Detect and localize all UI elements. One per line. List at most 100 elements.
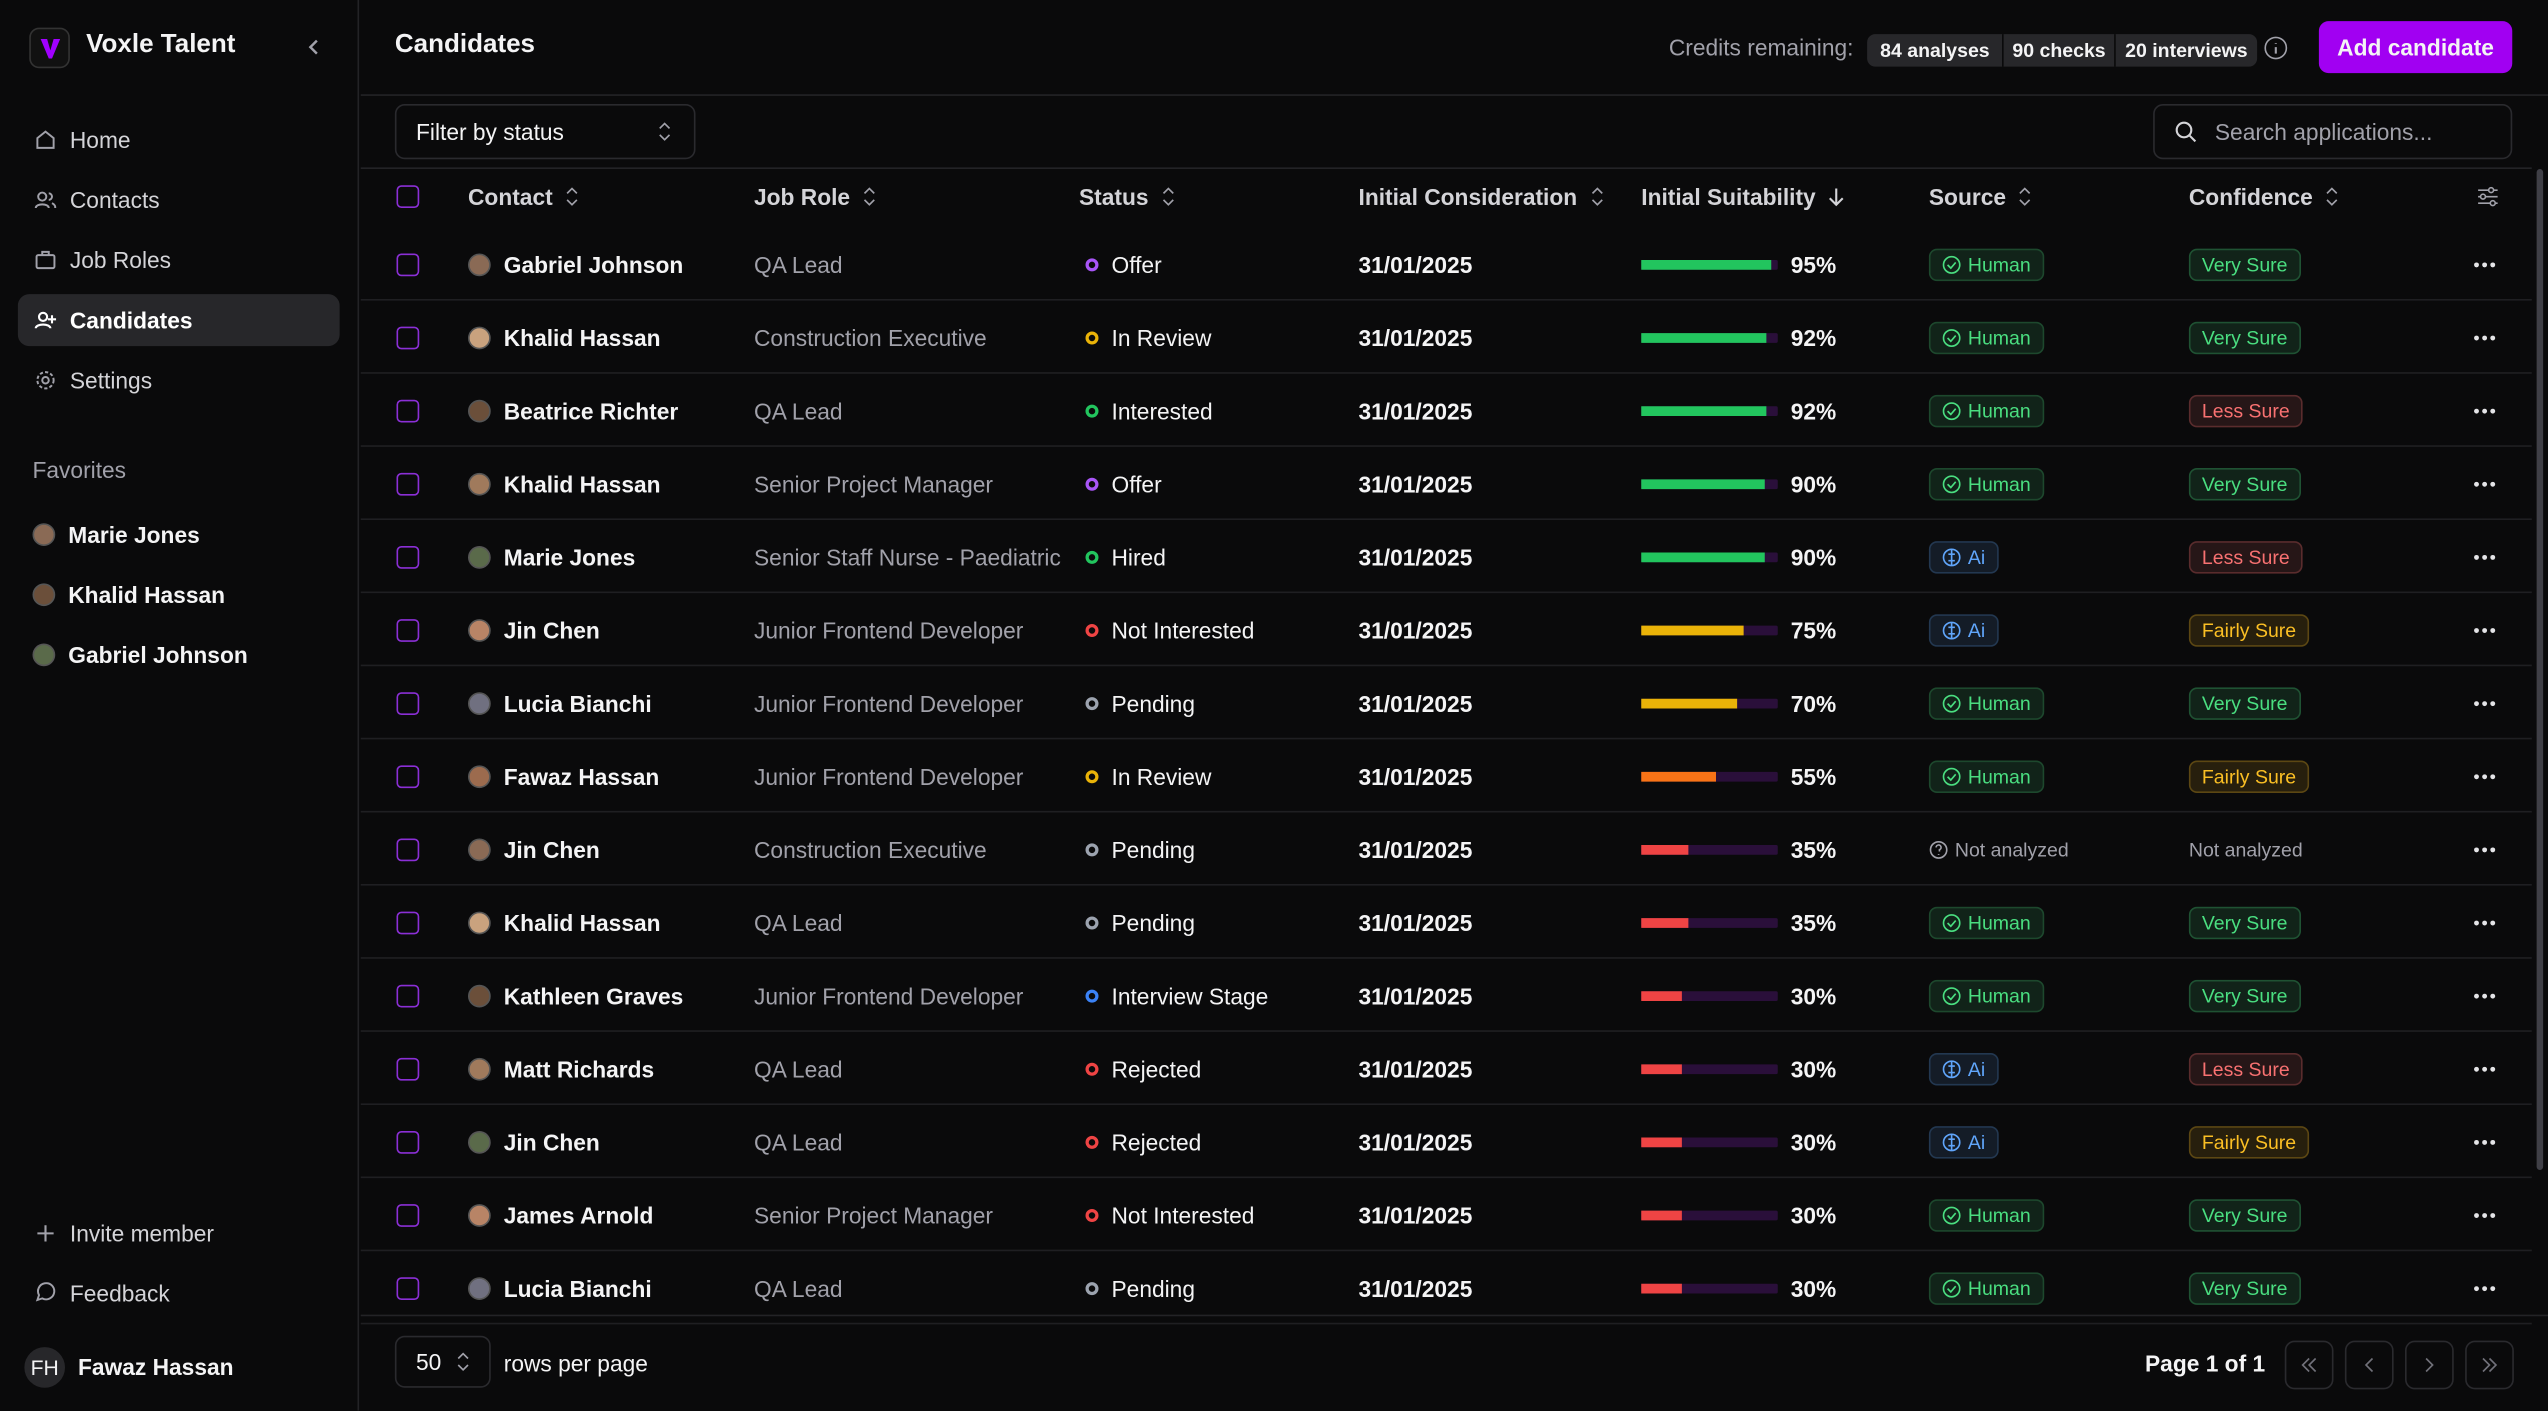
confidence-badge: Very Sure bbox=[2188, 320, 2301, 354]
table-row[interactable]: Jin Chen Construction Executive Pending 31/… bbox=[360, 813, 2532, 886]
column-header[interactable]: Source bbox=[1929, 184, 2032, 210]
rows-per-page-select[interactable]: 50 bbox=[394, 1335, 491, 1388]
contact-name[interactable]: Matt Richards bbox=[503, 1055, 655, 1082]
contact-name[interactable]: Khalid Hassan bbox=[503, 470, 661, 497]
contact-name[interactable]: Lucia Bianchi bbox=[503, 689, 652, 716]
table-row[interactable]: James Arnold Senior Project Manager Not In… bbox=[360, 1178, 2532, 1252]
row-checkbox[interactable] bbox=[396, 983, 420, 1007]
table-row[interactable]: Jin Chen QA Lead Rejected 31/01/2025 30% Ai Fa… bbox=[360, 1105, 2532, 1179]
status-cell: Pending bbox=[1079, 1251, 1195, 1324]
row-checkbox[interactable] bbox=[396, 618, 420, 642]
contact-name[interactable]: Marie Jones bbox=[503, 543, 636, 570]
table-row[interactable]: Beatrice Richter QA Lead Interested 31/01/2… bbox=[360, 374, 2532, 447]
collapse-button[interactable] bbox=[304, 37, 324, 57]
row-checkbox[interactable] bbox=[396, 1203, 420, 1227]
favorite-item[interactable]: Marie Jones bbox=[32, 522, 200, 548]
table-row[interactable]: Lucia Bianchi Junior Frontend Developer Pe… bbox=[360, 666, 2532, 740]
nav-item[interactable]: Home bbox=[18, 114, 340, 166]
invite-member[interactable]: Invite member bbox=[18, 1207, 340, 1259]
contact-name[interactable]: Gabriel Johnson bbox=[503, 251, 684, 278]
last-page-button[interactable] bbox=[2465, 1340, 2514, 1390]
icon bbox=[1929, 839, 1949, 859]
scrollbar[interactable] bbox=[2536, 169, 2544, 1170]
nav-item[interactable]: Contacts bbox=[18, 174, 340, 226]
row-checkbox[interactable] bbox=[396, 691, 420, 715]
table-row[interactable]: Khalid Hassan Construction Executive In Re… bbox=[360, 301, 2532, 374]
info-icon[interactable] bbox=[2264, 36, 2288, 60]
row-actions[interactable] bbox=[2473, 773, 2496, 780]
row-actions[interactable] bbox=[2473, 334, 2496, 341]
favorite-item[interactable]: Khalid Hassan bbox=[32, 582, 225, 608]
row-actions[interactable] bbox=[2473, 1285, 2496, 1292]
confidence-cell: Fairly Sure bbox=[2188, 739, 2310, 812]
row-actions[interactable] bbox=[2473, 626, 2496, 633]
row-checkbox[interactable] bbox=[396, 1276, 420, 1300]
table-row[interactable]: Khalid Hassan QA Lead Pending 31/01/2025 35%… bbox=[360, 886, 2532, 959]
next-page-button[interactable] bbox=[2405, 1340, 2454, 1390]
column-header[interactable]: Confidence bbox=[2189, 184, 2339, 210]
nav-item[interactable]: Candidates bbox=[17, 294, 340, 347]
row-checkbox[interactable] bbox=[396, 910, 420, 934]
contact-cell: Matt Richards bbox=[468, 1032, 654, 1105]
row-actions[interactable] bbox=[2473, 1211, 2496, 1218]
row-checkbox[interactable] bbox=[396, 545, 420, 568]
row-actions[interactable] bbox=[2473, 407, 2496, 414]
column-header[interactable]: Initial Suitability bbox=[1641, 184, 1845, 210]
contact-name[interactable]: Jin Chen bbox=[503, 836, 600, 863]
column-header[interactable]: Contact bbox=[468, 184, 579, 210]
row-checkbox[interactable] bbox=[396, 472, 420, 495]
contact-name[interactable]: Kathleen Graves bbox=[503, 982, 684, 1009]
row-actions[interactable] bbox=[2473, 846, 2496, 853]
table-row[interactable]: Kathleen Graves Junior Frontend Developer… bbox=[360, 959, 2532, 1032]
app-name: Voxle Talent bbox=[86, 30, 236, 59]
favorite-item[interactable]: Gabriel Johnson bbox=[32, 642, 248, 668]
column-header[interactable]: Status bbox=[1079, 184, 1175, 210]
row-checkbox[interactable] bbox=[396, 837, 420, 861]
contact-name[interactable]: Jin Chen bbox=[503, 616, 600, 643]
row-actions[interactable] bbox=[2473, 1138, 2496, 1145]
job-role: QA Lead bbox=[754, 1128, 843, 1155]
row-checkbox[interactable] bbox=[396, 1057, 420, 1080]
status-filter[interactable]: Filter by status bbox=[394, 104, 696, 160]
feedback[interactable]: Feedback bbox=[18, 1268, 340, 1320]
contact-name[interactable]: Jin Chen bbox=[503, 1128, 600, 1155]
table-row[interactable]: Fawaz Hassan Junior Frontend Developer In … bbox=[360, 739, 2532, 813]
row-actions[interactable] bbox=[2473, 919, 2496, 926]
contact-name[interactable]: Fawaz Hassan bbox=[503, 762, 660, 789]
contact-name[interactable]: Khalid Hassan bbox=[503, 324, 661, 351]
source-cell: Ai bbox=[1928, 593, 1999, 666]
contact-name[interactable]: Lucia Bianchi bbox=[503, 1274, 652, 1301]
row-checkbox[interactable] bbox=[396, 398, 420, 422]
table-row[interactable]: Marie Jones Senior Staff Nurse - Paediatr… bbox=[360, 520, 2532, 594]
row-actions[interactable] bbox=[2473, 700, 2496, 707]
user-name[interactable]: Fawaz Hassan bbox=[78, 1353, 234, 1380]
nav-item[interactable]: Job Roles bbox=[18, 234, 340, 286]
row-checkbox[interactable] bbox=[396, 252, 420, 276]
search-input[interactable]: Search applications... bbox=[2153, 104, 2513, 160]
contact-name[interactable]: James Arnold bbox=[503, 1201, 654, 1228]
table-row[interactable]: Jin Chen Junior Frontend Developer Not Int… bbox=[360, 593, 2532, 667]
row-checkbox[interactable] bbox=[396, 764, 420, 788]
nav-item[interactable]: Settings bbox=[18, 354, 340, 406]
contact-name[interactable]: Beatrice Richter bbox=[503, 397, 679, 424]
table-row[interactable]: Lucia Bianchi QA Lead Pending 31/01/2025 30%… bbox=[360, 1251, 2532, 1325]
table-row[interactable]: Gabriel Johnson QA Lead Offer 31/01/2025 95%… bbox=[360, 228, 2532, 301]
add-candidate-button[interactable]: Add candidate bbox=[2318, 21, 2513, 74]
row-checkbox[interactable] bbox=[396, 1130, 420, 1153]
table-row[interactable]: Khalid Hassan Senior Project Manager Offer… bbox=[360, 447, 2532, 520]
table-row[interactable]: Matt Richards QA Lead Rejected 31/01/2025 30… bbox=[360, 1032, 2532, 1105]
row-actions[interactable] bbox=[2473, 992, 2496, 999]
row-actions[interactable] bbox=[2473, 480, 2496, 487]
prev-page-button[interactable] bbox=[2344, 1340, 2394, 1390]
column-header[interactable]: Initial Consideration bbox=[1359, 184, 1604, 210]
contact-name[interactable]: Khalid Hassan bbox=[503, 909, 661, 936]
first-page-button[interactable] bbox=[2284, 1340, 2334, 1390]
status-cell: Pending bbox=[1079, 886, 1195, 959]
row-actions[interactable] bbox=[2473, 261, 2496, 268]
row-actions[interactable] bbox=[2473, 1065, 2496, 1072]
row-checkbox[interactable] bbox=[396, 325, 420, 349]
nav-text: Contacts bbox=[69, 186, 160, 213]
row-actions[interactable] bbox=[2473, 553, 2496, 560]
column-header[interactable]: Job Role bbox=[754, 184, 876, 210]
select-all-checkbox[interactable] bbox=[396, 185, 420, 208]
